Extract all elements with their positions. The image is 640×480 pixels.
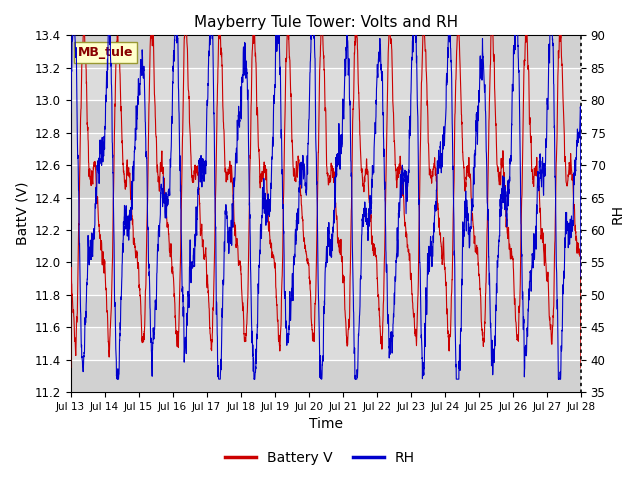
Y-axis label: RH: RH: [611, 204, 625, 224]
Bar: [70, 36, 581, 68]
Bar: [70, 100, 581, 132]
X-axis label: Time: Time: [308, 418, 342, 432]
Legend: Battery V, RH: Battery V, RH: [220, 445, 420, 471]
Bar: [70, 295, 581, 327]
Text: MB_tule: MB_tule: [78, 46, 134, 59]
Y-axis label: BattV (V): BattV (V): [15, 182, 29, 245]
Bar: [70, 165, 581, 197]
Title: Mayberry Tule Tower: Volts and RH: Mayberry Tule Tower: Volts and RH: [194, 15, 458, 30]
Bar: [70, 360, 581, 392]
Bar: [70, 230, 581, 263]
